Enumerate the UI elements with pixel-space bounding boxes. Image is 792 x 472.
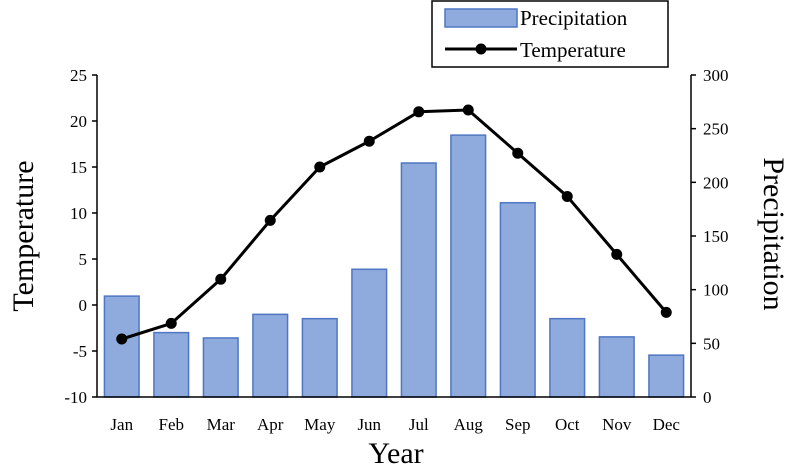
y-left-tick-label: 25 xyxy=(70,66,87,85)
x-tick-label-may: May xyxy=(304,415,336,434)
bar-dec xyxy=(648,354,685,398)
bar-jun xyxy=(351,268,388,398)
temperature-point-may xyxy=(314,161,326,173)
y-left-tick-label: 20 xyxy=(70,112,87,131)
y-right-tick-label: 50 xyxy=(703,334,720,353)
x-tick-label-dec: Dec xyxy=(653,415,681,434)
temperature-point-jul xyxy=(413,106,425,118)
bar-sep xyxy=(499,201,536,398)
x-tick-label-jun: Jun xyxy=(357,415,381,434)
y-left-tick-label: 10 xyxy=(70,204,87,223)
x-axis-title: Year xyxy=(368,437,423,470)
y-right-tick-label: 150 xyxy=(703,227,729,246)
temperature-point-jun xyxy=(363,135,375,147)
temperature-point-dec xyxy=(660,306,672,318)
temperature-point-aug xyxy=(462,104,474,116)
y-right-tick-label: 100 xyxy=(703,281,729,300)
y-right-tick-label: 200 xyxy=(703,173,729,192)
bar-mar xyxy=(202,337,239,398)
legend-precipitation-swatch xyxy=(444,8,518,28)
x-tick-label-jul: Jul xyxy=(409,415,429,434)
temperature-point-mar xyxy=(215,273,227,285)
temperature-line xyxy=(121,108,668,341)
y-left-tick-label: -5 xyxy=(73,342,87,361)
x-tick-label-apr: Apr xyxy=(257,415,284,434)
y-right-tick-label: 300 xyxy=(703,66,729,85)
y-left-tick-label: 0 xyxy=(79,296,88,315)
x-tick-label-sep: Sep xyxy=(505,415,531,434)
y-axis-right-title: Precipitation xyxy=(757,157,790,310)
legend-temperature-label: Temperature xyxy=(520,38,626,62)
bar-jul xyxy=(400,162,437,398)
y-left-tick-label: -10 xyxy=(64,388,87,407)
x-tick-label-oct: Oct xyxy=(555,415,580,434)
temperature-point-oct xyxy=(561,190,573,202)
y-right-tick-label: 0 xyxy=(703,388,712,407)
y-left-tick-label: 15 xyxy=(70,158,87,177)
temperature-point-nov xyxy=(611,248,623,260)
temperature-point-feb xyxy=(165,317,177,329)
y-left-tick-label: 5 xyxy=(79,250,88,269)
temperature-point-apr xyxy=(264,214,276,226)
precipitation-bars xyxy=(103,134,685,398)
axes xyxy=(92,74,696,398)
x-tick-label-nov: Nov xyxy=(602,415,632,434)
bar-aug xyxy=(450,134,487,398)
y-right-tick-label: 250 xyxy=(703,120,729,139)
bar-apr xyxy=(252,313,289,398)
temperature-point-sep xyxy=(512,147,524,159)
temperature-line-group xyxy=(116,104,672,345)
x-tick-label-jan: Jan xyxy=(110,415,133,434)
bar-feb xyxy=(153,331,190,398)
legend: Precipitation Temperature xyxy=(431,0,669,68)
bar-oct xyxy=(549,317,586,398)
bar-nov xyxy=(598,336,635,398)
x-tick-label-feb: Feb xyxy=(159,415,185,434)
legend-temperature-marker xyxy=(475,43,487,55)
bar-jan xyxy=(103,295,140,398)
y-axis-left-title: Temperature xyxy=(7,160,40,311)
legend-precipitation-label: Precipitation xyxy=(520,6,628,30)
temperature-point-jan xyxy=(116,333,128,345)
bar-may xyxy=(301,317,338,398)
x-tick-label-mar: Mar xyxy=(207,415,236,434)
x-tick-label-aug: Aug xyxy=(454,415,484,434)
